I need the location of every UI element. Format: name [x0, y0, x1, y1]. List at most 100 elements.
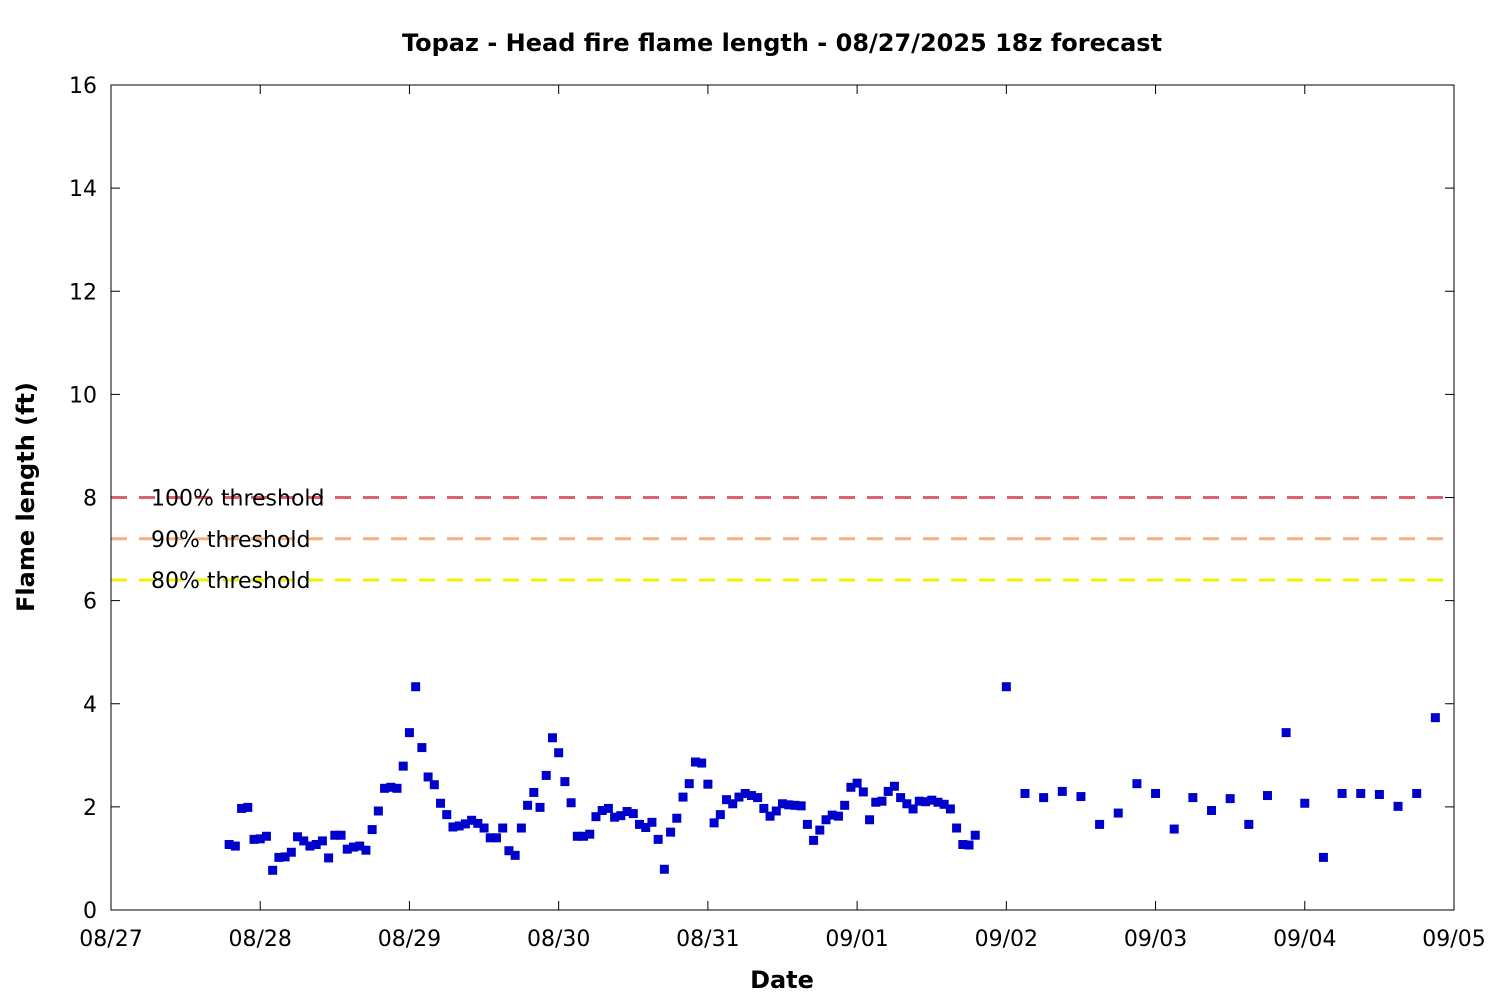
data-point: [1001, 682, 1011, 692]
data-point: [715, 810, 725, 820]
data-point: [442, 810, 452, 820]
data-point: [1281, 728, 1291, 738]
data-point: [516, 823, 526, 833]
data-point: [1188, 793, 1198, 803]
data-point: [927, 795, 937, 805]
data-point: [858, 787, 868, 797]
data-point: [784, 800, 794, 810]
y-axis-label: Flame length (ft): [12, 382, 40, 612]
data-point: [970, 830, 980, 840]
data-point: [740, 788, 750, 798]
data-point: [765, 811, 775, 821]
data-point: [411, 682, 421, 692]
data-point: [404, 728, 414, 738]
data-point: [417, 743, 427, 753]
data-points: [224, 682, 1440, 875]
data-point: [504, 846, 514, 856]
y-tick-label: 6: [83, 590, 97, 615]
data-point: [529, 787, 539, 797]
data-point: [585, 829, 595, 839]
data-point: [467, 815, 477, 825]
y-tick-label: 14: [69, 177, 97, 202]
y-tick-label: 10: [69, 383, 97, 408]
x-tick-label: 09/02: [975, 927, 1038, 952]
data-point: [392, 783, 402, 793]
data-point: [1169, 824, 1179, 834]
data-point: [653, 834, 663, 844]
x-tick-label: 08/30: [527, 927, 590, 952]
data-point: [753, 793, 763, 803]
data-point: [1318, 852, 1328, 862]
data-point: [311, 840, 321, 850]
data-point: [1151, 788, 1161, 798]
data-point: [348, 842, 358, 852]
data-point: [436, 798, 446, 808]
data-point: [286, 847, 296, 857]
data-point: [778, 799, 787, 809]
data-point: [634, 819, 644, 829]
x-tick-label: 08/27: [79, 927, 142, 952]
y-tick-label: 4: [83, 693, 97, 718]
threshold-label: 90% threshold: [151, 528, 311, 553]
y-tick-label: 16: [69, 74, 97, 99]
data-point: [641, 823, 651, 832]
data-point: [373, 806, 383, 816]
data-point: [952, 823, 962, 833]
data-point: [597, 805, 607, 815]
data-point: [1244, 819, 1254, 829]
data-point: [336, 830, 346, 840]
data-point: [299, 836, 309, 846]
data-point: [678, 792, 688, 802]
data-point: [498, 823, 508, 833]
data-point: [361, 845, 371, 855]
x-tick-label: 09/01: [825, 927, 888, 952]
data-point: [628, 809, 638, 819]
x-tick-label: 08/31: [676, 927, 739, 952]
data-point: [871, 797, 881, 807]
data-point: [274, 852, 284, 862]
data-point: [1057, 786, 1067, 796]
data-point: [722, 795, 732, 805]
chart-title: Topaz - Head fire flame length - 08/27/2…: [402, 29, 1162, 57]
data-point: [964, 840, 974, 850]
x-tick-label: 09/05: [1422, 927, 1485, 952]
y-tick-label: 2: [83, 796, 97, 821]
data-point: [386, 782, 396, 792]
y-tick-label: 12: [69, 280, 97, 305]
data-point: [398, 761, 408, 771]
plot-border: [110, 84, 1455, 911]
x-axis-ticks: 08/27 08/28 08/29 08/30 08/31 09/01 09/02 09/03…: [79, 85, 1486, 952]
data-point: [746, 791, 756, 801]
threshold-lines: 100% threshold 90% threshold 80% threshold: [111, 487, 1454, 594]
data-point: [809, 835, 819, 845]
data-point: [1225, 794, 1235, 804]
data-point: [790, 800, 800, 810]
data-point: [815, 825, 825, 835]
data-point: [479, 823, 489, 833]
x-tick-label: 08/29: [378, 927, 441, 952]
data-point: [659, 864, 669, 874]
data-point: [889, 781, 899, 791]
data-point: [541, 770, 551, 780]
data-point: [224, 840, 234, 850]
data-point: [293, 832, 303, 842]
data-point: [324, 853, 334, 863]
data-point: [666, 827, 676, 837]
data-point: [268, 865, 278, 875]
data-point: [933, 797, 943, 807]
data-point: [728, 799, 738, 809]
data-point: [1412, 788, 1422, 798]
data-point: [317, 836, 327, 846]
data-point: [1300, 798, 1310, 808]
data-point: [734, 792, 744, 802]
data-point: [865, 815, 875, 825]
data-point: [796, 801, 806, 811]
data-point: [771, 806, 781, 816]
data-point: [367, 825, 377, 835]
data-point: [1356, 788, 1366, 798]
data-point: [572, 831, 582, 841]
data-point: [759, 803, 769, 813]
data-point: [547, 733, 557, 743]
